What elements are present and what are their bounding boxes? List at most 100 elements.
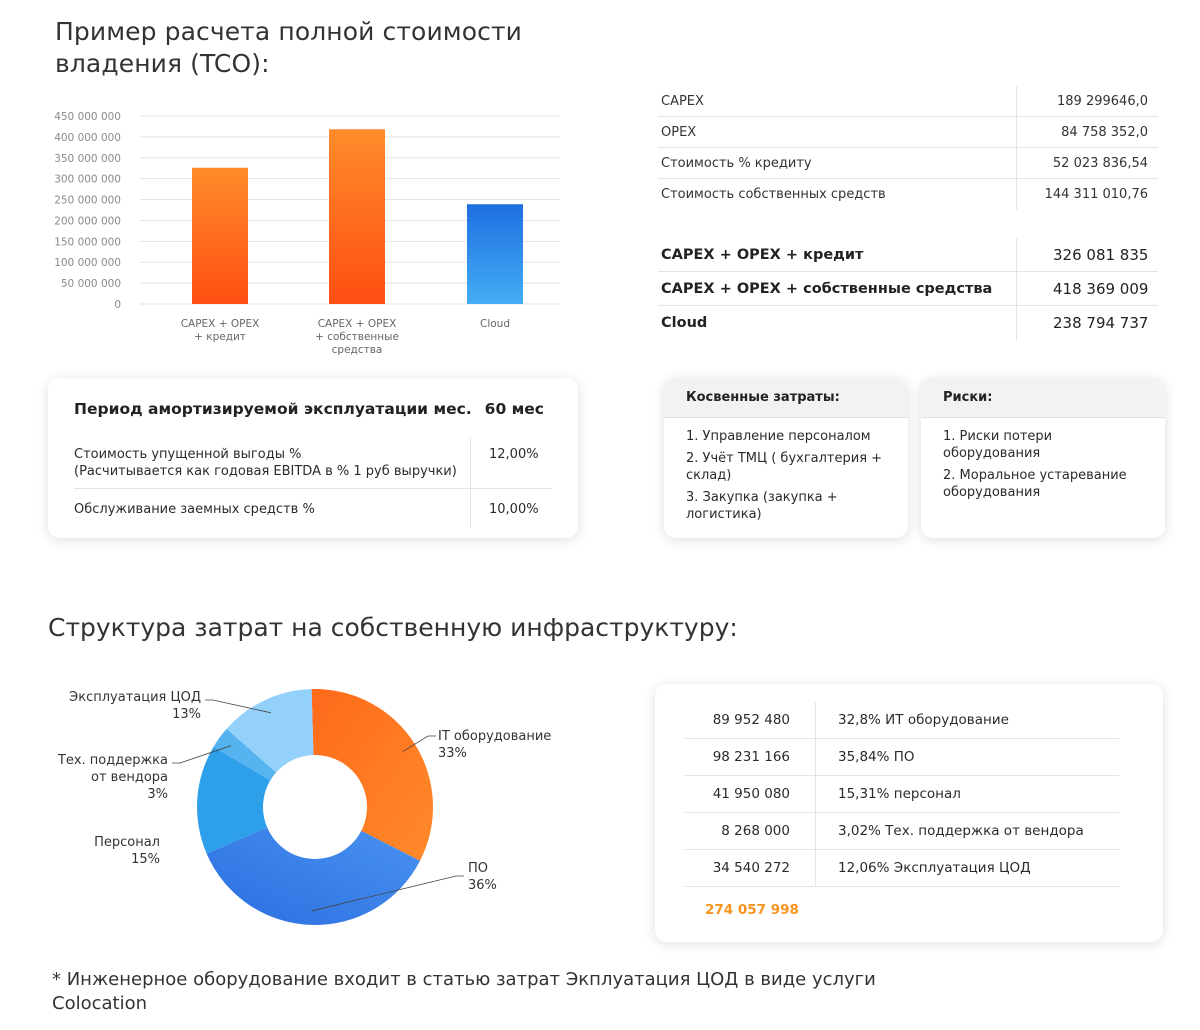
table-row: Стоимость собственных средств 144 311 01…: [658, 179, 1158, 210]
table-row: CAPEX + OPEX + кредит 326 081 835: [658, 238, 1158, 272]
period-header: Период амортизируемой эксплуатации мес. …: [74, 394, 552, 424]
x-tick-label: + кредит: [194, 331, 246, 343]
slice-label: IT оборудование: [438, 729, 551, 744]
row-label-line: Обслуживание заемных средств %: [74, 502, 315, 517]
table-row: Обслуживание заемных средств % 10,00%: [74, 489, 552, 528]
row-label: CAPEX + OPEX + собственные средства: [661, 280, 993, 297]
row-value: 189 299646,0: [1016, 86, 1158, 116]
table-row: 41 950 080 15,31% персонал: [685, 776, 1119, 813]
table-row: Cloud 238 794 737: [658, 306, 1158, 340]
row-amount: 41 950 080: [685, 776, 816, 812]
card-body: 1. Риски потери оборудования 2. Морально…: [921, 418, 1165, 516]
x-tick-label: CAPEX + OPEX: [318, 318, 397, 330]
leader-line: [172, 745, 232, 764]
table-row: CAPEX 189 299646,0: [658, 86, 1158, 117]
table-row: 34 540 272 12,06% Эксплуатация ЦОД: [685, 850, 1119, 887]
table-row: 89 952 480 32,8% ИТ оборудование: [685, 702, 1119, 739]
tco-bar-chart: 0 50 000 000 100 000 000 150 000 000 200 000…: [54, 111, 560, 356]
y-tick-label: 250 000 000: [54, 195, 121, 207]
x-tick-label: средства: [332, 344, 383, 356]
card-title: Косвенные затраты:: [664, 378, 908, 418]
risks-card: Риски: 1. Риски потери оборудования 2. М…: [921, 378, 1165, 538]
y-tick-label: 150 000 000: [54, 236, 121, 248]
x-tick-label: CAPEX + OPEX: [181, 318, 260, 330]
row-label: CAPEX + OPEX + кредит: [661, 246, 864, 263]
row-value: 12,00%: [470, 438, 552, 488]
row-value: 144 311 010,76: [1016, 179, 1158, 210]
table-row: OPEX 84 758 352,0: [658, 117, 1158, 148]
slice-label: 3%: [147, 787, 168, 802]
row-value: 326 081 835: [1016, 238, 1158, 271]
donut-slice: [226, 689, 314, 773]
row-amount: 34 540 272: [685, 850, 816, 886]
y-tick-label: 100 000 000: [54, 257, 121, 269]
cost-structure-donut-chart: IT оборудование 33% ПО 36% Персонал 15% Тех. п…: [57, 689, 551, 925]
row-amount: 98 231 166: [685, 739, 816, 775]
capex-opex-table: CAPEX 189 299646,0 OPEX 84 758 352,0 Сто…: [658, 86, 1158, 210]
row-label: Cloud: [661, 315, 708, 331]
table-row: 8 268 000 3,02% Тех. поддержка от вендор…: [685, 813, 1119, 850]
leader-line: [311, 875, 464, 912]
donut-slice: [196, 746, 271, 854]
table-row: Стоимость % кредиту 52 023 836,54: [658, 148, 1158, 179]
table-row: Стоимость упущенной выгоды % (Расчитывае…: [74, 438, 552, 489]
slice-label: 15%: [131, 852, 160, 867]
row-description: 3,02% Тех. поддержка от вендора: [838, 823, 1084, 839]
donut-slice: [206, 827, 421, 925]
row-label: CAPEX: [661, 93, 704, 109]
y-tick-label: 200 000 000: [54, 215, 121, 227]
row-value: 52 023 836,54: [1016, 148, 1158, 178]
x-tick-label: + собственные: [315, 331, 399, 343]
table-row: 98 231 166 35,84% ПО: [685, 739, 1119, 776]
donut-slice: [311, 689, 433, 861]
section-title: Структура затрат на собственную инфрастр…: [48, 613, 738, 642]
amortization-period-card: Период амортизируемой эксплуатации мес. …: [48, 378, 578, 538]
list-item: 2. Учёт ТМЦ ( бухгалтерия + склад): [686, 451, 883, 483]
row-value: 418 369 009: [1016, 272, 1158, 305]
totals-table: CAPEX + OPEX + кредит 326 081 835 CAPEX …: [658, 238, 1158, 340]
y-tick-label: 400 000 000: [54, 132, 121, 144]
x-tick-label: Cloud: [480, 318, 510, 330]
period-value: 60 мес: [484, 400, 544, 418]
card-title: Риски:: [921, 378, 1165, 418]
row-label: Стоимость % кредиту: [661, 155, 812, 171]
slice-label: Персонал: [94, 835, 160, 850]
list-item: 2. Моральное устаревание оборудования: [943, 468, 1127, 500]
page-title: Пример расчета полной стоимости владения…: [55, 17, 523, 78]
structure-total: 274 057 998: [705, 902, 799, 918]
indirect-costs-card: Косвенные затраты: 1. Управление персона…: [664, 378, 908, 538]
donut-slice: [213, 728, 277, 781]
row-value: 10,00%: [470, 489, 552, 528]
row-label: Стоимость упущенной выгоды % (Расчитывае…: [74, 438, 470, 488]
row-description: 35,84% ПО: [838, 749, 915, 765]
row-label: OPEX: [661, 124, 697, 140]
row-amount: 89 952 480: [685, 702, 816, 738]
bar: [329, 129, 385, 304]
y-tick-label: 450 000 000: [54, 111, 121, 123]
period-title: Период амортизируемой эксплуатации мес.: [74, 400, 472, 418]
slice-label: 36%: [468, 878, 497, 893]
row-label: Стоимость собственных средств: [661, 187, 886, 202]
row-description: 12,06% Эксплуатация ЦОД: [838, 860, 1031, 876]
slice-label: 33%: [438, 746, 467, 761]
row-description: 15,31% персонал: [838, 786, 961, 802]
row-label-line: Стоимость упущенной выгоды %: [74, 447, 302, 462]
card-body: 1. Управление персоналом 2. Учёт ТМЦ ( б…: [664, 418, 908, 538]
footnote: * Инженерное оборудование входит в стать…: [52, 969, 876, 1014]
y-tick-label: 350 000 000: [54, 153, 121, 165]
y-tick-label: 0: [114, 299, 121, 311]
y-tick-label: 50 000 000: [61, 278, 121, 290]
slice-label: Эксплуатация ЦОД: [69, 690, 201, 705]
y-tick-label: 300 000 000: [54, 174, 121, 186]
row-description: 32,8% ИТ оборудование: [838, 712, 1009, 728]
row-amount: 8 268 000: [685, 813, 816, 849]
row-value: 84 758 352,0: [1016, 117, 1158, 147]
leader-line: [402, 735, 436, 752]
list-item: 1. Управление персоналом: [686, 429, 871, 444]
slice-label: от вендора: [91, 770, 168, 785]
row-value: 238 794 737: [1016, 306, 1158, 340]
list-item: 3. Закупка (закупка + логистика): [686, 490, 838, 522]
cost-structure-card: 89 952 480 32,8% ИТ оборудование 98 231 …: [655, 684, 1163, 942]
slice-label: ПО: [468, 861, 488, 876]
list-item: 1. Риски потери оборудования: [943, 429, 1053, 461]
